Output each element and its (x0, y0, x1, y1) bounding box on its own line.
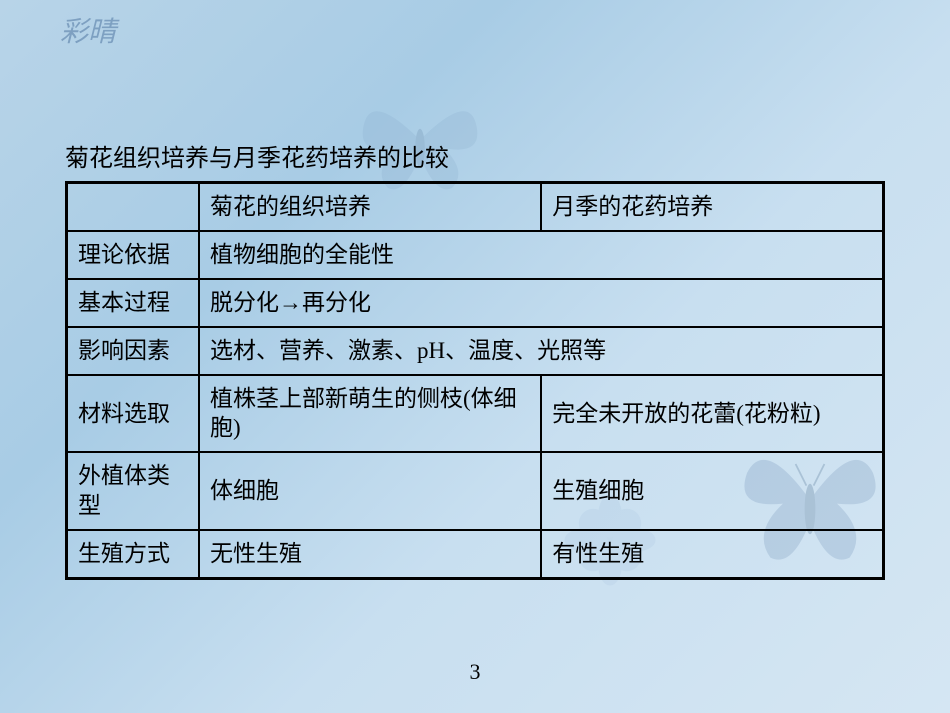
slide-title: 菊花组织培养与月季花药培养的比较 (65, 138, 885, 173)
table-header-row: 菊花的组织培养 月季的花药培养 (67, 183, 884, 231)
page-number: 3 (470, 659, 481, 685)
header-cell-col3: 月季的花药培养 (541, 183, 883, 231)
table-row: 理论依据 植物细胞的全能性 (67, 231, 884, 279)
table-row: 影响因素 选材、营养、激素、pH、温度、光照等 (67, 327, 884, 375)
row-label: 影响因素 (67, 327, 199, 375)
table-row: 材料选取 植株茎上部新萌生的侧枝(体细胞) 完全未开放的花蕾(花粉粒) (67, 375, 884, 453)
decoration-text: 彩晴 (60, 10, 116, 50)
row-content-col3: 生殖细胞 (541, 452, 883, 530)
row-content-col3: 有性生殖 (541, 530, 883, 578)
table-row: 生殖方式 无性生殖 有性生殖 (67, 530, 884, 578)
row-content-merged: 脱分化→再分化 (199, 279, 884, 327)
table-row: 外植体类型 体细胞 生殖细胞 (67, 452, 884, 530)
row-content-col2: 体细胞 (199, 452, 541, 530)
main-content: 菊花组织培养与月季花药培养的比较 菊花的组织培养 月季的花药培养 理论依据 植物… (65, 138, 885, 580)
row-content-merged: 选材、营养、激素、pH、温度、光照等 (199, 327, 884, 375)
row-content-col2: 植株茎上部新萌生的侧枝(体细胞) (199, 375, 541, 453)
row-label: 生殖方式 (67, 530, 199, 578)
row-label: 理论依据 (67, 231, 199, 279)
row-label: 材料选取 (67, 375, 199, 453)
row-label: 基本过程 (67, 279, 199, 327)
header-cell-empty (67, 183, 199, 231)
header-cell-col2: 菊花的组织培养 (199, 183, 541, 231)
row-content-col3: 完全未开放的花蕾(花粉粒) (541, 375, 883, 453)
table-row: 基本过程 脱分化→再分化 (67, 279, 884, 327)
row-content-merged: 植物细胞的全能性 (199, 231, 884, 279)
comparison-table: 菊花的组织培养 月季的花药培养 理论依据 植物细胞的全能性 基本过程 脱分化→再… (65, 181, 885, 580)
row-content-col2: 无性生殖 (199, 530, 541, 578)
row-label: 外植体类型 (67, 452, 199, 530)
